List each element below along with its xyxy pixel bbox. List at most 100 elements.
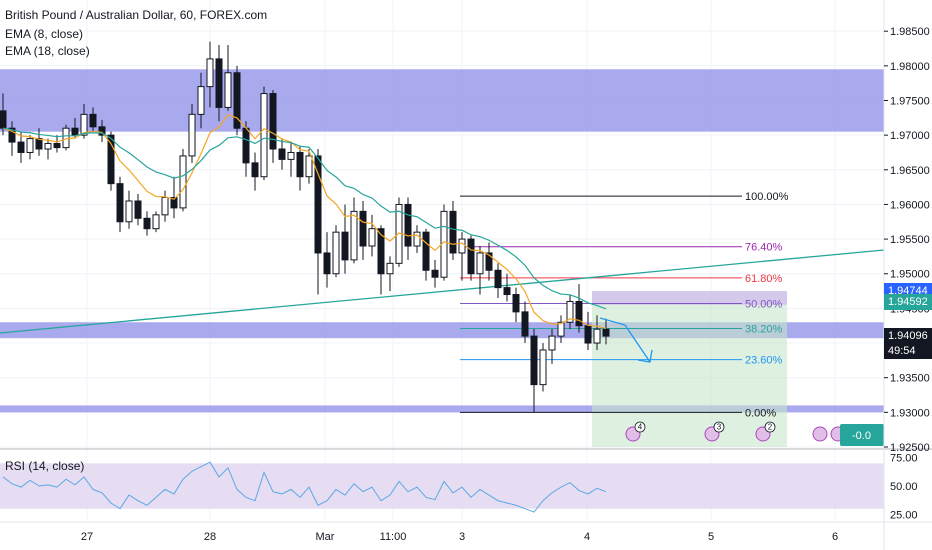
candle-body	[332, 231, 340, 275]
candle-body	[278, 148, 286, 160]
candle-body	[188, 113, 196, 157]
short-position-tool[interactable]	[592, 291, 787, 447]
candle-body	[575, 300, 583, 327]
price-tag: 1.94592	[884, 294, 932, 311]
price-tick-label: 1.98500	[890, 26, 930, 38]
price-tick-label: 1.95500	[890, 234, 930, 246]
candle-body	[377, 228, 385, 275]
candle-body	[386, 262, 394, 275]
time-tick-label: 11:00	[380, 531, 407, 543]
time-tick-label: 5	[708, 531, 714, 543]
candle-body	[206, 58, 214, 88]
candle-body	[422, 231, 430, 271]
fib-label-0: 100.00%	[745, 191, 789, 203]
candle-body	[107, 134, 115, 185]
candle-body	[413, 231, 421, 247]
arrow-head	[637, 349, 653, 363]
candle-body	[494, 269, 502, 289]
ema-slow-line	[2, 127, 607, 310]
candle-body	[161, 197, 169, 216]
candle-body	[359, 210, 367, 247]
time-tick-label: 4	[584, 531, 590, 543]
candle-body	[269, 93, 277, 150]
event-count: 3	[717, 423, 722, 432]
candle-body	[584, 325, 592, 344]
price-tick-label: 1.93500	[890, 373, 930, 385]
ema-lines	[2, 114, 607, 329]
price-tick-label: 1.97500	[890, 95, 930, 107]
candle-body	[89, 113, 97, 128]
price-tag: 1.94096	[884, 328, 932, 345]
time-tick-label: 3	[459, 531, 465, 543]
fib-label-2: 61.80%	[745, 273, 783, 285]
candle-body	[152, 214, 160, 230]
projection-arrow[interactable]	[599, 317, 653, 363]
trendline[interactable]	[0, 249, 885, 334]
ema-fast-legend: EMA (8, close)	[5, 27, 84, 41]
price-tick-label: 1.95000	[890, 269, 930, 281]
candle-body	[602, 328, 610, 337]
candle-body	[305, 155, 313, 178]
candle-body	[44, 142, 52, 150]
fib-label-5: 23.60%	[745, 355, 783, 367]
economic-events[interactable]: 4 3 2 -0.0	[625, 421, 884, 446]
candle-body	[197, 86, 205, 115]
rsi-legend: RSI (14, close)	[5, 459, 85, 473]
candle-body	[521, 311, 529, 337]
rsi-pane	[0, 448, 932, 513]
candle-body	[530, 335, 538, 386]
time-tick-label: 27	[81, 531, 93, 543]
candle-body	[170, 197, 178, 209]
arrow-path	[599, 317, 651, 363]
candle-body	[314, 155, 322, 254]
candle-body	[566, 300, 574, 323]
fib-label-3: 50.00%	[745, 299, 783, 311]
candle-body	[233, 72, 241, 129]
candle-body	[341, 231, 349, 261]
candle-body	[143, 217, 151, 230]
stop-loss-zone	[592, 291, 787, 305]
rsi-tick-label: 25.00	[890, 509, 918, 521]
event-count-badge	[713, 421, 725, 433]
candle-body	[593, 328, 601, 344]
time-tick-label: 28	[204, 531, 216, 543]
position-pnl-badge	[840, 424, 884, 446]
candle-body	[26, 138, 34, 153]
event-flag-icon	[812, 426, 828, 442]
candle-body	[251, 162, 259, 178]
candle-body	[125, 200, 133, 223]
candle-body	[431, 269, 439, 278]
trendline-line	[0, 249, 885, 334]
position-pnl-label: -0.0	[852, 430, 871, 442]
candle-body	[71, 127, 79, 136]
candle-body	[458, 238, 466, 254]
event-count-badge	[634, 421, 646, 433]
candle-body	[0, 110, 7, 129]
event-count: 2	[768, 423, 773, 432]
price-tick-label: 1.96000	[890, 199, 930, 211]
fib-label-6: 0.00%	[745, 407, 776, 419]
price-tick-label: 1.92500	[890, 442, 930, 454]
rsi-tick-label: 75.00	[890, 453, 918, 465]
candle-body	[296, 151, 304, 178]
candle-body	[485, 252, 493, 271]
price-tag: 49:54	[884, 343, 932, 360]
time-tick-label: Mar	[316, 531, 335, 543]
candle-body	[215, 58, 223, 108]
candle-body	[512, 294, 520, 313]
price-zone-2	[0, 405, 884, 413]
candle-body	[287, 151, 295, 160]
chart-title: British Pound / Australian Dollar, 60, F…	[5, 8, 268, 22]
candle-body	[350, 210, 358, 261]
fib-retracement[interactable]: 100.00% 76.40% 61.80% 50.00% 38.20% 23.60% 0.0…	[460, 191, 789, 419]
event-count-badge	[764, 421, 776, 433]
candle-body	[17, 141, 25, 153]
candle-body	[179, 155, 187, 209]
candle-body	[80, 113, 88, 136]
candle-body	[224, 72, 232, 108]
candle-body	[98, 126, 106, 136]
price-tick-label: 1.93000	[890, 407, 930, 419]
fib-label-1: 76.40%	[745, 242, 783, 254]
candle-body	[242, 127, 250, 164]
